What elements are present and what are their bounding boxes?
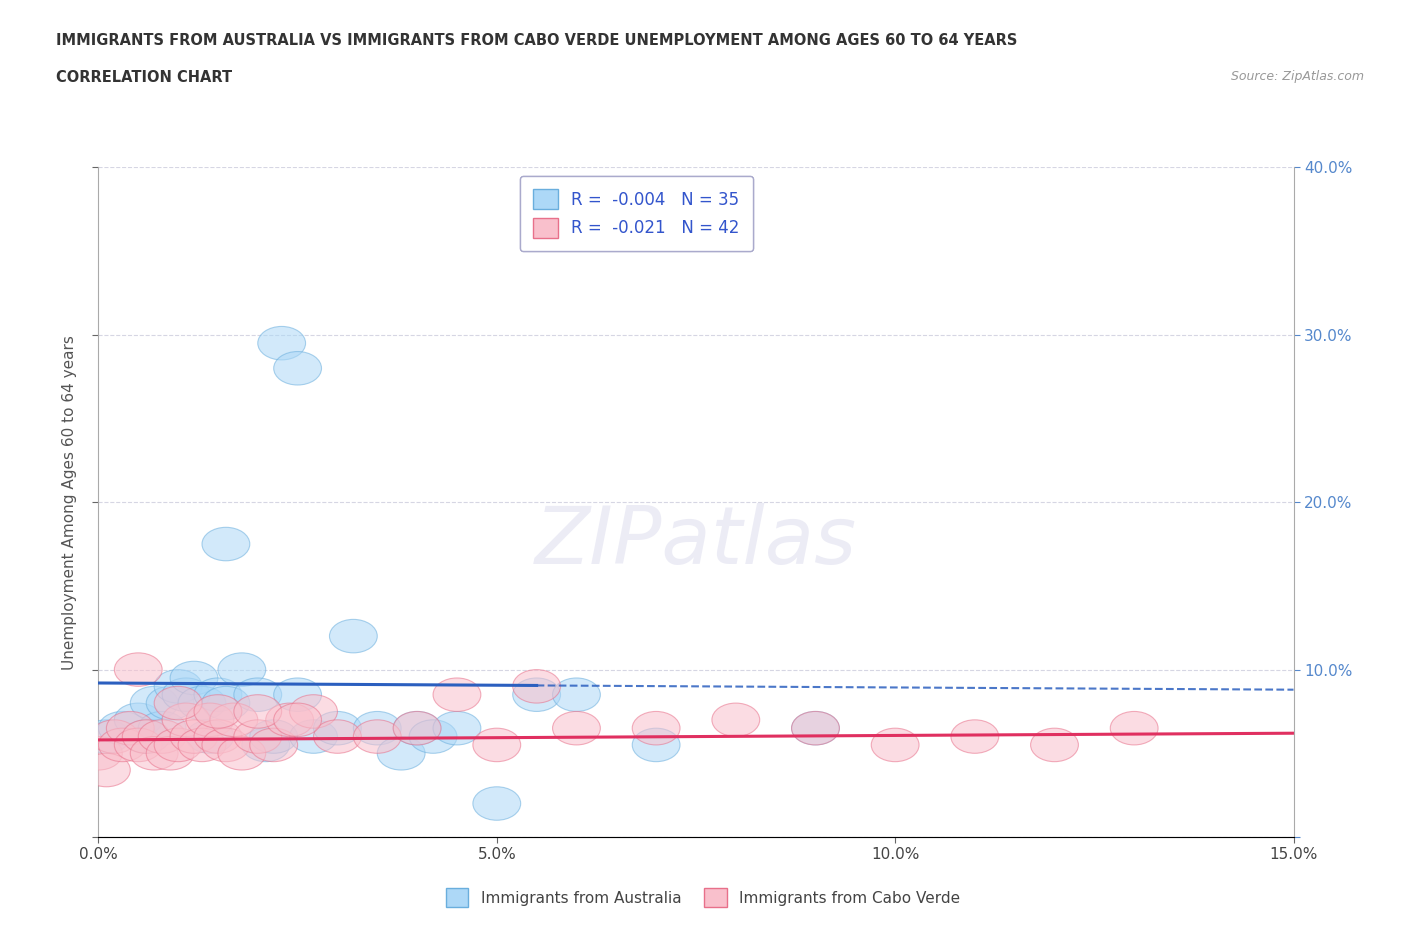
Ellipse shape [114, 653, 162, 686]
Ellipse shape [274, 703, 322, 737]
Ellipse shape [233, 720, 281, 753]
Ellipse shape [250, 720, 298, 753]
Ellipse shape [950, 720, 998, 753]
Ellipse shape [179, 686, 226, 720]
Ellipse shape [75, 737, 122, 770]
Ellipse shape [131, 686, 179, 720]
Ellipse shape [218, 653, 266, 686]
Ellipse shape [513, 670, 561, 703]
Ellipse shape [83, 753, 131, 787]
Ellipse shape [138, 720, 186, 753]
Ellipse shape [98, 728, 146, 762]
Ellipse shape [233, 678, 281, 711]
Ellipse shape [633, 728, 681, 762]
Ellipse shape [202, 527, 250, 561]
Ellipse shape [274, 678, 322, 711]
Ellipse shape [472, 728, 520, 762]
Ellipse shape [186, 703, 233, 737]
Ellipse shape [194, 720, 242, 753]
Ellipse shape [274, 352, 322, 385]
Ellipse shape [394, 711, 441, 745]
Ellipse shape [202, 686, 250, 720]
Ellipse shape [553, 711, 600, 745]
Text: CORRELATION CHART: CORRELATION CHART [56, 70, 232, 85]
Ellipse shape [1031, 728, 1078, 762]
Ellipse shape [194, 695, 242, 728]
Ellipse shape [186, 720, 233, 753]
Ellipse shape [394, 711, 441, 745]
Ellipse shape [250, 728, 298, 762]
Ellipse shape [553, 678, 600, 711]
Text: Source: ZipAtlas.com: Source: ZipAtlas.com [1230, 70, 1364, 83]
Ellipse shape [290, 720, 337, 753]
Text: ZIPatlas: ZIPatlas [534, 503, 858, 581]
Legend: R =  -0.004   N = 35, R =  -0.021   N = 42: R = -0.004 N = 35, R = -0.021 N = 42 [520, 176, 752, 251]
Ellipse shape [872, 728, 920, 762]
Ellipse shape [114, 728, 162, 762]
Ellipse shape [792, 711, 839, 745]
Ellipse shape [314, 711, 361, 745]
Ellipse shape [138, 711, 186, 745]
Ellipse shape [353, 711, 401, 745]
Ellipse shape [146, 686, 194, 720]
Ellipse shape [90, 720, 138, 753]
Ellipse shape [122, 720, 170, 753]
Y-axis label: Unemployment Among Ages 60 to 64 years: Unemployment Among Ages 60 to 64 years [62, 335, 77, 670]
Text: IMMIGRANTS FROM AUSTRALIA VS IMMIGRANTS FROM CABO VERDE UNEMPLOYMENT AMONG AGES : IMMIGRANTS FROM AUSTRALIA VS IMMIGRANTS … [56, 33, 1018, 47]
Ellipse shape [146, 737, 194, 770]
Ellipse shape [114, 703, 162, 737]
Ellipse shape [83, 720, 131, 753]
Ellipse shape [353, 720, 401, 753]
Ellipse shape [170, 720, 218, 753]
Ellipse shape [242, 728, 290, 762]
Ellipse shape [155, 670, 202, 703]
Ellipse shape [155, 728, 202, 762]
Ellipse shape [329, 619, 377, 653]
Ellipse shape [711, 703, 759, 737]
Ellipse shape [266, 703, 314, 737]
Ellipse shape [409, 720, 457, 753]
Ellipse shape [233, 695, 281, 728]
Ellipse shape [218, 737, 266, 770]
Ellipse shape [377, 737, 425, 770]
Ellipse shape [179, 728, 226, 762]
Ellipse shape [194, 678, 242, 711]
Ellipse shape [170, 661, 218, 695]
Ellipse shape [107, 711, 155, 745]
Legend: Immigrants from Australia, Immigrants from Cabo Verde: Immigrants from Australia, Immigrants fr… [440, 883, 966, 913]
Ellipse shape [633, 711, 681, 745]
Ellipse shape [162, 703, 209, 737]
Ellipse shape [98, 711, 146, 745]
Ellipse shape [162, 678, 209, 711]
Ellipse shape [433, 711, 481, 745]
Ellipse shape [209, 703, 257, 737]
Ellipse shape [202, 728, 250, 762]
Ellipse shape [257, 326, 305, 360]
Ellipse shape [155, 686, 202, 720]
Ellipse shape [513, 678, 561, 711]
Ellipse shape [792, 711, 839, 745]
Ellipse shape [131, 737, 179, 770]
Ellipse shape [1111, 711, 1159, 745]
Ellipse shape [290, 695, 337, 728]
Ellipse shape [314, 720, 361, 753]
Ellipse shape [433, 678, 481, 711]
Ellipse shape [472, 787, 520, 820]
Ellipse shape [122, 720, 170, 753]
